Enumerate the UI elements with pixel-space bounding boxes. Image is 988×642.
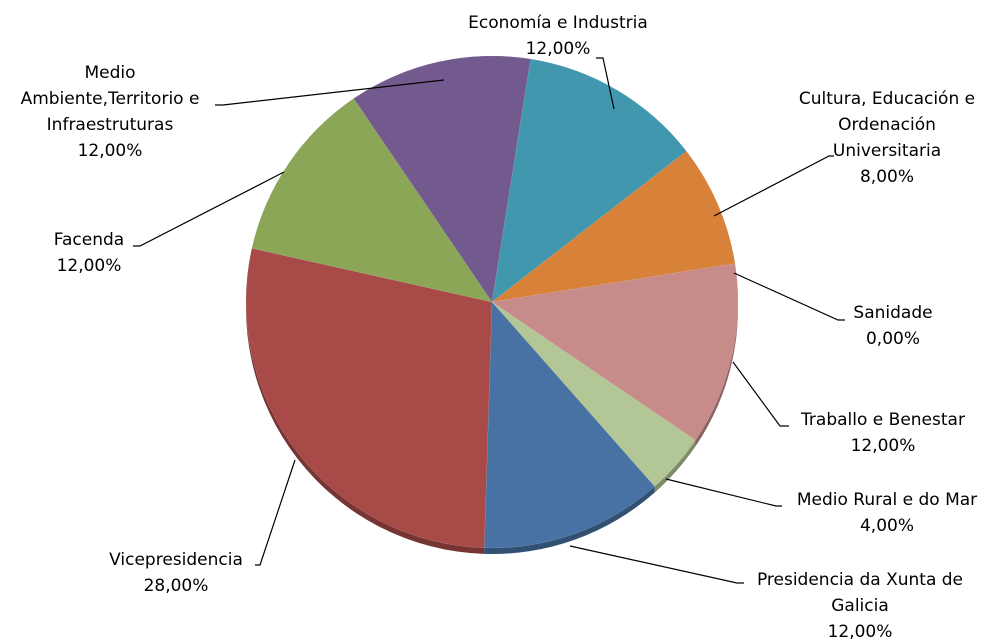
data-label-line: 28,00% [144, 576, 209, 596]
data-label-line: 0,00% [866, 329, 920, 349]
data-label-line: Presidencia da Xunta de [757, 570, 963, 590]
data-label: Presidencia da Xunta de Galicia 12,00% [757, 570, 963, 642]
data-label-line: 8,00% [860, 167, 914, 187]
pie-slice [245, 248, 493, 549]
leader-line [569, 545, 744, 584]
data-label-line: 4,00% [860, 516, 914, 536]
leader-line [255, 459, 296, 566]
data-label-line: 12,00% [828, 622, 893, 642]
pie-slice [251, 98, 493, 303]
data-label: Sanidade 0,00% [853, 303, 932, 349]
leader-line [133, 171, 285, 247]
leader-lines [133, 57, 845, 584]
leader-line [665, 478, 782, 507]
data-label-line: 12,00% [851, 436, 916, 456]
data-label-line: Infraestruturas [47, 115, 174, 135]
data-label: Facenda 12,00% [54, 230, 124, 276]
data-label-line: Facenda [54, 230, 124, 250]
data-label: Traballo e Benestar 12,00% [800, 410, 965, 456]
data-label-line: Universitaria [833, 141, 941, 161]
leader-line [596, 57, 615, 110]
pie-slice-edge [484, 486, 655, 554]
pie-slice [353, 55, 531, 303]
data-label-line: Traballo e Benestar [800, 410, 965, 430]
data-label: Economía e Industria 12,00% [468, 13, 648, 59]
leader-line [733, 272, 845, 321]
data-label-line: Medio Rural e do Mar [797, 490, 977, 510]
pie-slice [491, 150, 736, 303]
pie-slice [491, 58, 687, 303]
data-label-line: 12,00% [78, 141, 143, 161]
data-label-line: Cultura, Educación e [799, 89, 975, 109]
data-labels: Economía e Industria 12,00% Cultura, Educa… [21, 13, 978, 642]
data-label-line: Ambiente,Territorio e [21, 89, 200, 109]
pie-slice-edge [654, 440, 696, 493]
data-label-line: Galicia [831, 596, 889, 616]
pie-slice [491, 263, 739, 441]
data-label-line: 12,00% [526, 39, 591, 59]
data-label-line: Ordenación [838, 115, 936, 135]
leader-line [732, 361, 789, 427]
data-label-line: Vicepresidencia [109, 550, 243, 570]
pie-slices [245, 55, 739, 554]
data-label-line: Medio [84, 63, 135, 83]
data-label: Cultura, Educación e Ordenación Universita… [799, 89, 975, 187]
data-label-line: Economía e Industria [468, 13, 648, 33]
data-label: Medio Rural e do Mar 4,00% [797, 490, 977, 536]
pie-slice [491, 301, 696, 487]
data-label: Medio Ambiente,Territorio e Infraestrutura… [21, 63, 200, 161]
leader-line [215, 79, 445, 106]
leader-line [713, 155, 834, 217]
data-label: Vicepresidencia 28,00% [109, 550, 243, 596]
data-label-line: 12,00% [57, 256, 122, 276]
pie-slice [484, 301, 656, 549]
data-label-line: Sanidade [853, 303, 932, 323]
